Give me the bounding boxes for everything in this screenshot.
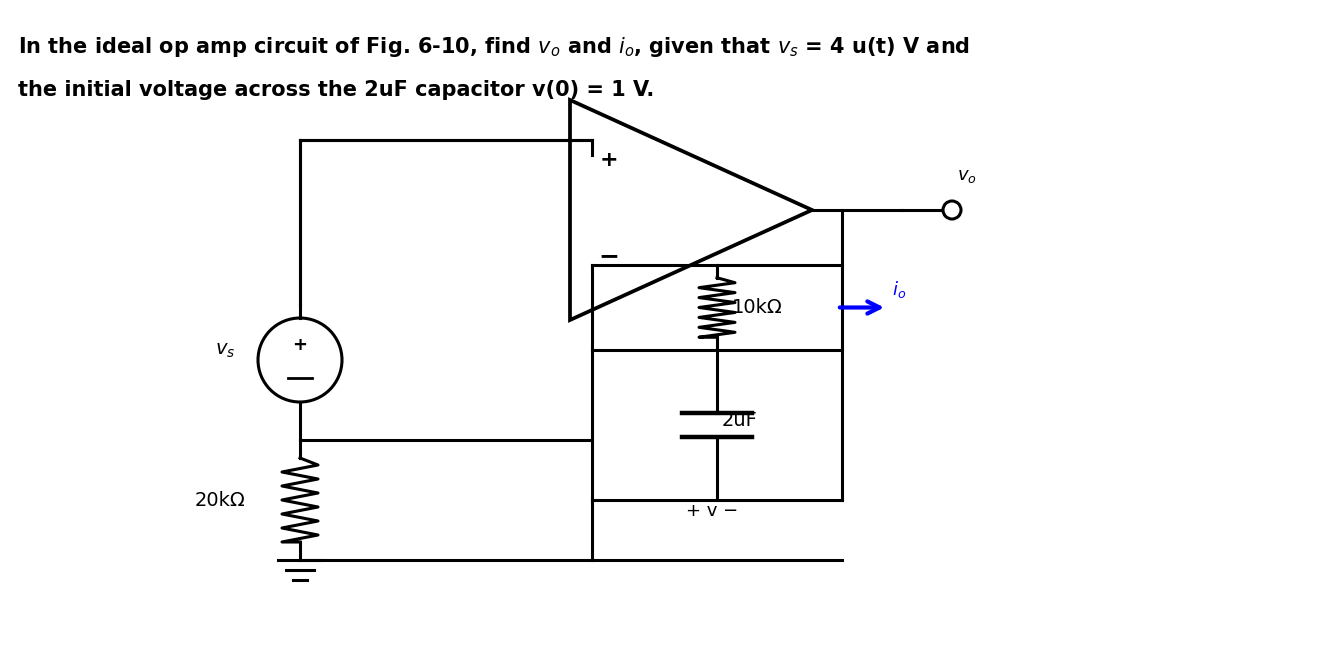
Text: −: − [598,244,619,268]
Text: +: + [293,336,308,354]
Text: $v_s$: $v_s$ [215,341,235,360]
Text: + v −: + v − [686,502,739,520]
Text: $i_o$: $i_o$ [892,279,906,300]
Text: the initial voltage across the 2uF capacitor v(0) = 1 V.: the initial voltage across the 2uF capac… [19,80,654,100]
Text: 2uF: 2uF [721,411,758,430]
Text: In the ideal op amp circuit of Fig. 6-10, find $v_o$ and $i_o$, given that $v_s$: In the ideal op amp circuit of Fig. 6-10… [19,35,971,59]
Text: 20kΩ: 20kΩ [194,490,245,510]
Text: 10kΩ: 10kΩ [732,298,782,317]
Text: $v_o$: $v_o$ [957,167,977,185]
Text: +: + [599,150,618,170]
